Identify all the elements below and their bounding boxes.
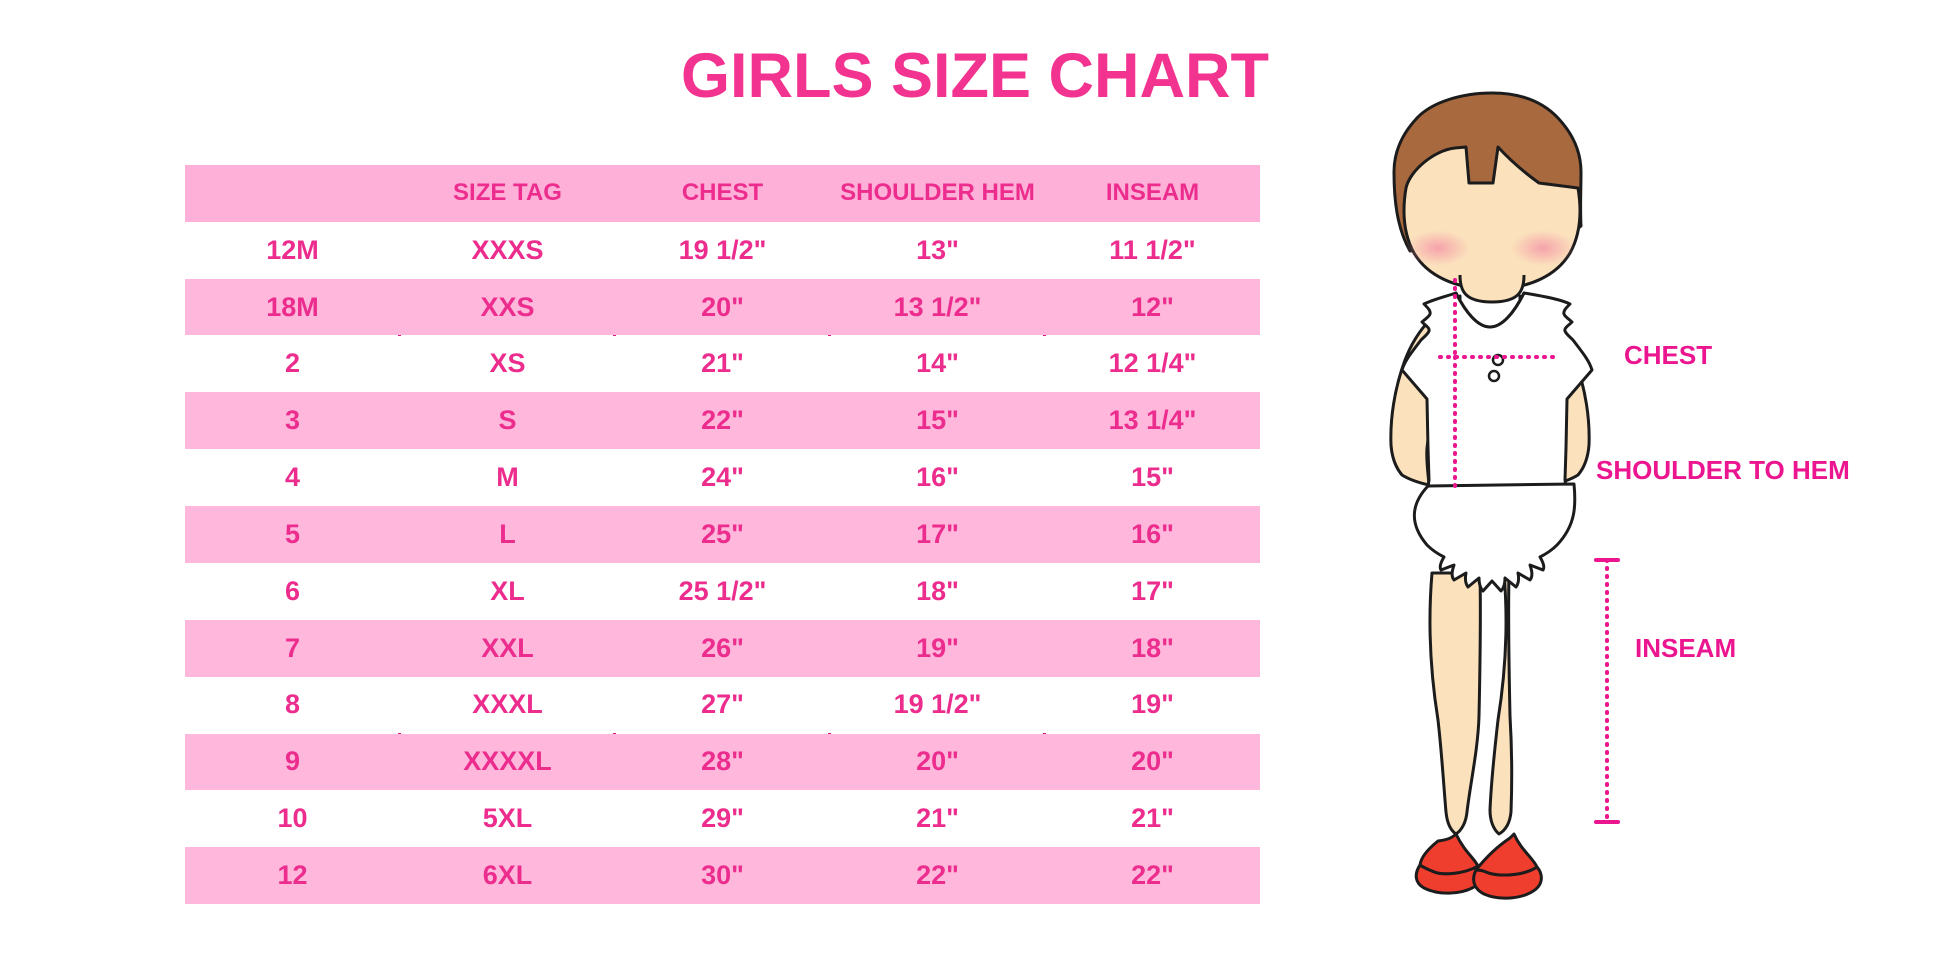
svg-text:INSEAM: INSEAM <box>1635 633 1736 663</box>
svg-text:CHEST: CHEST <box>1624 340 1712 370</box>
svg-text:SHOULDER TO HEM: SHOULDER TO HEM <box>1596 455 1850 485</box>
